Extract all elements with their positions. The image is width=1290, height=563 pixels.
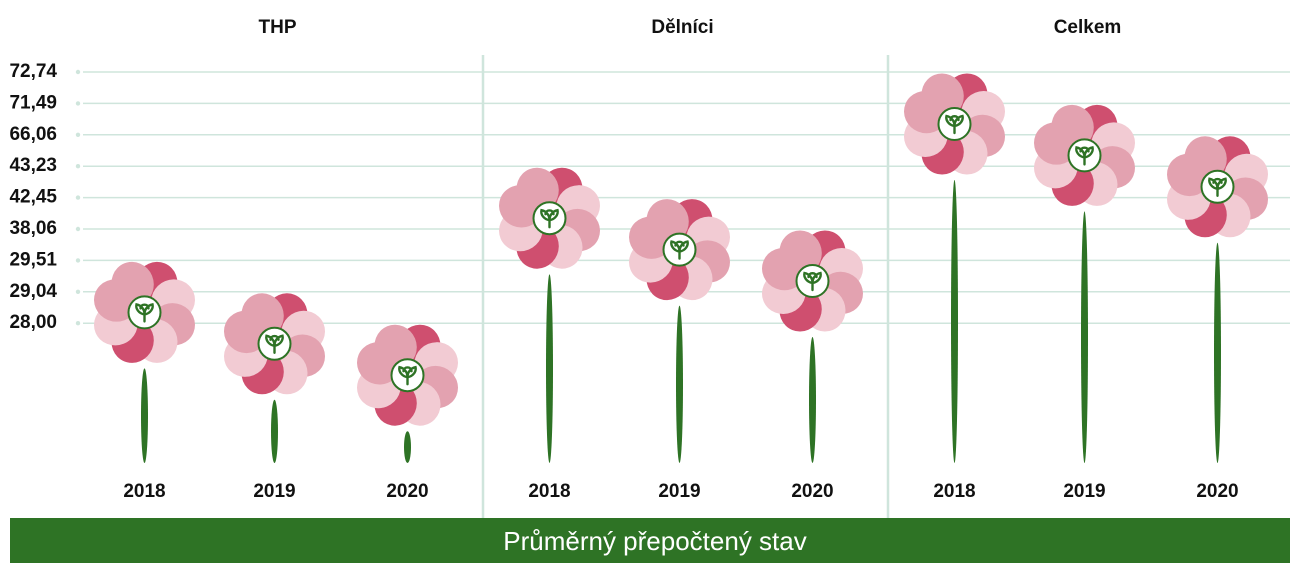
- group-title: THP: [259, 17, 297, 38]
- flower-icon: [945, 114, 964, 135]
- flower: [1167, 136, 1268, 238]
- flower: [904, 73, 1005, 175]
- flower-icon: [1208, 177, 1227, 198]
- stem: [676, 305, 683, 463]
- y-tick-label: 42,45: [9, 187, 57, 208]
- flower: [1034, 104, 1135, 206]
- tick-dot: [75, 289, 81, 294]
- x-tick-label: 2018: [933, 481, 975, 502]
- flower-icon: [135, 302, 154, 323]
- stem: [546, 274, 553, 463]
- flower: [94, 261, 195, 363]
- y-tick-label: 29,51: [9, 249, 57, 270]
- flower: [224, 293, 325, 395]
- petal: [779, 230, 822, 275]
- tick-dot: [75, 69, 81, 75]
- group-title: Dělníci: [651, 17, 713, 38]
- petal: [1051, 104, 1094, 149]
- stem: [271, 399, 278, 463]
- flower: [629, 199, 730, 301]
- x-tick-label: 2018: [123, 481, 165, 502]
- flower-icon: [1075, 145, 1094, 166]
- x-tick-label: 2019: [658, 481, 700, 502]
- x-tick-label: 2020: [791, 481, 833, 502]
- flower-icon: [540, 208, 559, 229]
- y-tick-label: 66,06: [9, 124, 57, 145]
- tick-dot: [75, 226, 81, 232]
- x-tick-label: 2019: [253, 481, 295, 502]
- x-axis-label: Průměrný přepočtený stav: [503, 526, 806, 556]
- tick-dot: [75, 101, 81, 106]
- tick-dot: [75, 321, 81, 326]
- tick-dot: [75, 258, 81, 263]
- petal: [646, 199, 689, 243]
- y-tick-label: 28,00: [9, 312, 57, 333]
- x-tick-label: 2020: [386, 481, 428, 502]
- stem: [141, 368, 148, 464]
- stem: [809, 337, 816, 463]
- y-tick-label: 29,04: [9, 281, 57, 302]
- y-tick-label: 38,06: [9, 218, 57, 239]
- petal: [1184, 136, 1227, 181]
- stem: [1214, 242, 1221, 463]
- petal: [111, 261, 154, 306]
- x-tick-label: 2018: [528, 481, 570, 502]
- petal: [516, 167, 559, 212]
- x-tick-label: 2020: [1196, 481, 1238, 502]
- petal: [921, 73, 964, 118]
- flower-icon: [803, 271, 822, 292]
- flower: [762, 230, 863, 332]
- x-tick-label: 2019: [1063, 481, 1105, 502]
- petal: [374, 324, 417, 369]
- y-tick-label: 71,49: [9, 92, 57, 113]
- petal: [241, 293, 284, 338]
- group-title: Celkem: [1054, 17, 1122, 38]
- flower-icon: [265, 334, 284, 354]
- flower-icon: [670, 240, 689, 260]
- flower-icon: [398, 365, 417, 386]
- flower: [357, 324, 458, 426]
- flower: [499, 167, 600, 269]
- stem: [404, 431, 411, 463]
- y-tick-label: 72,74: [9, 61, 57, 82]
- tick-dot: [75, 132, 81, 137]
- tick-dot: [75, 164, 81, 169]
- stem: [1081, 211, 1088, 463]
- stem: [951, 180, 958, 463]
- tick-dot: [75, 195, 81, 200]
- x-axis-band: [10, 518, 1290, 563]
- y-tick-label: 43,23: [9, 155, 57, 176]
